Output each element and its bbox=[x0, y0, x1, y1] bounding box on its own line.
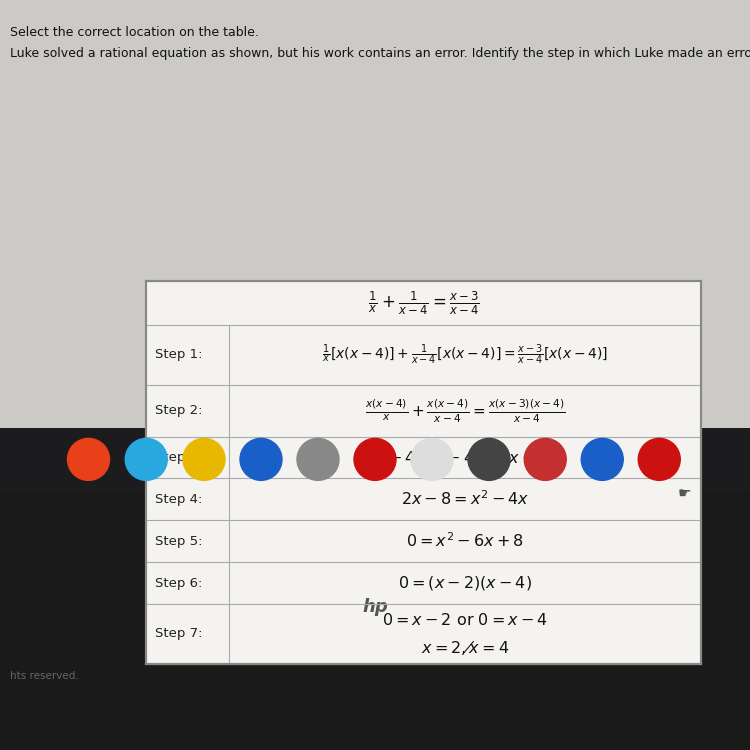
Circle shape bbox=[68, 438, 110, 481]
Text: $x = 2,\ \not\!\!x = 4$: $x = 2,\ \not\!\!x = 4$ bbox=[421, 638, 509, 656]
Text: Step 5:: Step 5: bbox=[155, 535, 203, 548]
Text: Step 6:: Step 6: bbox=[155, 577, 203, 590]
Text: $\frac{1}{x}\left[x(x-4)\right] + \frac{1}{x-4}\left[x(x-4)\right] = \frac{x-3}{: $\frac{1}{x}\left[x(x-4)\right] + \frac{… bbox=[322, 343, 608, 368]
Circle shape bbox=[524, 438, 566, 481]
Text: hts reserved.: hts reserved. bbox=[10, 671, 79, 681]
Text: Step 2:: Step 2: bbox=[155, 404, 203, 417]
Circle shape bbox=[581, 438, 623, 481]
Text: hp: hp bbox=[362, 598, 388, 616]
Text: Select the correct location on the table.: Select the correct location on the table… bbox=[10, 26, 259, 39]
FancyBboxPatch shape bbox=[0, 491, 750, 750]
Text: $\frac{x(x-4)}{x} + \frac{x(x-4)}{x-4} = \frac{x(x-3)(x-4)}{x-4}$: $\frac{x(x-4)}{x} + \frac{x(x-4)}{x-4} =… bbox=[364, 397, 566, 424]
Circle shape bbox=[125, 438, 167, 481]
Circle shape bbox=[183, 438, 225, 481]
Circle shape bbox=[240, 438, 282, 481]
Text: Step 3:: Step 3: bbox=[155, 451, 203, 464]
Circle shape bbox=[354, 438, 396, 481]
Text: Luke solved a rational equation as shown, but his work contains an error. Identi: Luke solved a rational equation as shown… bbox=[10, 46, 750, 59]
Circle shape bbox=[297, 438, 339, 481]
FancyBboxPatch shape bbox=[0, 427, 750, 491]
Text: Step 7:: Step 7: bbox=[155, 627, 203, 640]
Text: $0 = (x - 2)(x - 4)$: $0 = (x - 2)(x - 4)$ bbox=[398, 574, 532, 592]
Circle shape bbox=[411, 438, 453, 481]
Text: Step 1:: Step 1: bbox=[155, 349, 203, 361]
Text: $x - 4 + x - 4 = x(x - 4)$: $x - 4 + x - 4 = x(x - 4)$ bbox=[375, 448, 555, 466]
Text: $\frac{1}{x} + \frac{1}{x-4} = \frac{x-3}{x-4}$: $\frac{1}{x} + \frac{1}{x-4} = \frac{x-3… bbox=[368, 290, 480, 316]
Circle shape bbox=[638, 438, 680, 481]
Text: $0 = x - 2\ \mathrm{or}\ 0 = x - 4$: $0 = x - 2\ \mathrm{or}\ 0 = x - 4$ bbox=[382, 612, 548, 629]
Circle shape bbox=[468, 438, 510, 481]
Text: Step 4:: Step 4: bbox=[155, 493, 203, 506]
Text: $2x - 8 = x^2 - 4x$: $2x - 8 = x^2 - 4x$ bbox=[400, 490, 530, 508]
Text: ☛: ☛ bbox=[678, 486, 692, 501]
Text: $0 = x^2 - 6x + 8$: $0 = x^2 - 6x + 8$ bbox=[406, 532, 524, 550]
FancyBboxPatch shape bbox=[146, 281, 701, 664]
FancyBboxPatch shape bbox=[0, 0, 750, 435]
